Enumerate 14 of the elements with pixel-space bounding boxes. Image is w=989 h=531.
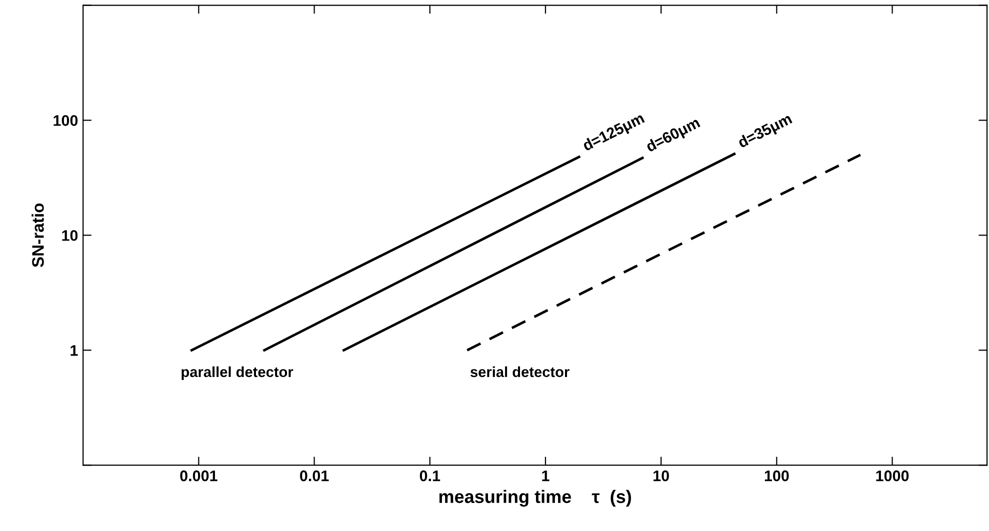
annotation: serial detector — [470, 366, 570, 378]
x-tick-label: 0.01 — [300, 470, 329, 482]
annotation: parallel detector — [182, 366, 294, 380]
y-tick-label: 1 — [70, 345, 78, 356]
x-tick-label: 10 — [654, 470, 669, 482]
x-tick-label: 0.1 — [420, 470, 440, 482]
y-axis-title: SN-ratio — [32, 203, 44, 268]
x-tick-label: 100 — [764, 470, 789, 482]
x-tick-label: 1000 — [876, 470, 909, 482]
x-tick-label: 1 — [542, 470, 550, 482]
y-tick-label: 100 — [54, 115, 78, 126]
x-axis-title: measuring time τ (s) — [439, 490, 631, 507]
y-tick-label: 10 — [62, 230, 78, 241]
x-tick-label: 0.001 — [180, 470, 218, 482]
